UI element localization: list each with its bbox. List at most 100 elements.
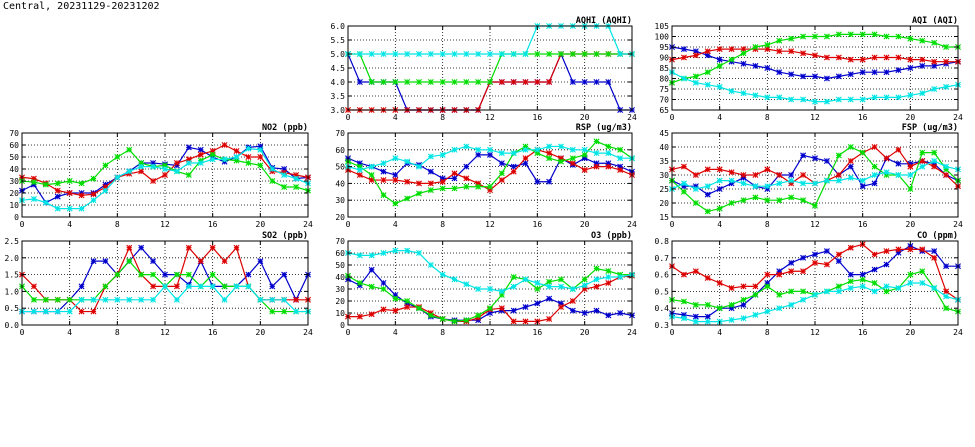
data-point [943, 44, 950, 50]
data-point [800, 296, 807, 303]
data-point [558, 143, 564, 150]
y-tick-label: 50 [335, 163, 345, 172]
y-tick-label: 30 [659, 171, 669, 180]
data-point [716, 305, 723, 312]
y-tick-label: 0.4 [655, 304, 670, 313]
data-point [728, 180, 735, 187]
y-tick-label: 0 [14, 213, 19, 222]
data-point [740, 60, 747, 67]
data-point [546, 79, 553, 85]
data-point [451, 79, 458, 85]
data-point [581, 310, 588, 316]
data-point [605, 268, 612, 274]
series-cyan [345, 143, 635, 173]
data-point [943, 172, 950, 178]
data-point [871, 31, 878, 38]
data-point [812, 291, 818, 298]
data-point [704, 69, 711, 76]
x-tick-label: 16 [858, 220, 868, 229]
data-point [269, 166, 276, 172]
data-point [102, 187, 109, 194]
y-tick-label: 70 [9, 129, 19, 138]
data-point [126, 296, 133, 303]
data-point [716, 177, 723, 184]
data-point [546, 283, 553, 290]
data-point [487, 183, 493, 190]
data-point [30, 179, 37, 186]
data-point [907, 271, 914, 278]
data-point [102, 283, 109, 290]
data-point [90, 308, 97, 315]
data-point [835, 283, 842, 290]
data-point [859, 271, 866, 278]
data-point [871, 288, 878, 295]
data-point [704, 208, 711, 215]
chart-co: 0.3 0.4 0.5 0.6 0.7 0.8 0 4 8 12 16 20 24 CO (ppm) [655, 231, 963, 337]
x-tick-label: 0 [670, 328, 675, 337]
chart-aqhi: 3.0 3.5 4.0 4.5 5.0 5.5 6.0 0 4 8 12 16 20 24 AQHI (AQ… [331, 16, 637, 122]
data-point [546, 155, 553, 162]
data-point [173, 283, 180, 290]
y-tick-label: 30 [9, 177, 19, 186]
data-point [716, 46, 723, 53]
data-point [114, 296, 121, 303]
chart-title: SO2 (ppb) [262, 231, 308, 241]
chart-title: CO (ppm) [917, 231, 958, 241]
data-point [581, 79, 588, 85]
data-point [581, 276, 588, 283]
data-point [498, 170, 505, 177]
y-tick-label: 0 [340, 321, 345, 330]
data-point [392, 292, 399, 298]
y-tick-label: 75 [659, 85, 669, 94]
data-point [475, 151, 482, 158]
data-point [522, 160, 529, 167]
data-point [257, 146, 264, 153]
data-point [764, 308, 771, 315]
data-point [150, 258, 157, 265]
data-point [487, 51, 493, 57]
data-point [569, 51, 576, 57]
data-point [138, 163, 145, 170]
series-green [345, 265, 635, 325]
data-point [931, 158, 938, 164]
data-point [78, 205, 85, 212]
data-point [895, 33, 902, 40]
data-point [569, 307, 576, 314]
data-point [859, 96, 866, 103]
y-tick-label: 50 [335, 261, 345, 270]
y-tick-label: 5.5 [331, 36, 346, 45]
data-point [475, 51, 482, 57]
data-point [593, 163, 600, 170]
data-point [451, 185, 458, 192]
data-point [605, 274, 612, 280]
data-point [510, 318, 517, 325]
data-point [788, 194, 795, 201]
y-tick-label: 6.0 [331, 22, 346, 31]
data-point [162, 283, 168, 290]
y-tick-label: 0.7 [655, 254, 670, 263]
data-point [812, 33, 818, 40]
x-tick-label: 12 [160, 220, 170, 229]
data-point [416, 79, 422, 85]
data-point [463, 51, 470, 57]
data-point [416, 250, 422, 256]
chart-title: RSP (ug/m3) [576, 123, 632, 133]
data-point [776, 37, 783, 44]
x-tick-label: 24 [627, 220, 637, 229]
data-point [943, 263, 950, 270]
data-point [581, 51, 588, 57]
data-point [534, 150, 541, 157]
data-point [451, 318, 458, 325]
data-point [257, 258, 264, 265]
data-point [605, 150, 612, 157]
data-point [487, 79, 493, 85]
data-point [451, 276, 458, 283]
data-point [895, 146, 902, 153]
data-point [859, 56, 866, 63]
data-point [943, 293, 950, 300]
y-tick-label: 5.0 [331, 50, 346, 59]
x-tick-label: 8 [440, 328, 445, 337]
y-tick-label: 30 [335, 285, 345, 294]
data-point [919, 149, 926, 156]
data-point [66, 190, 73, 196]
